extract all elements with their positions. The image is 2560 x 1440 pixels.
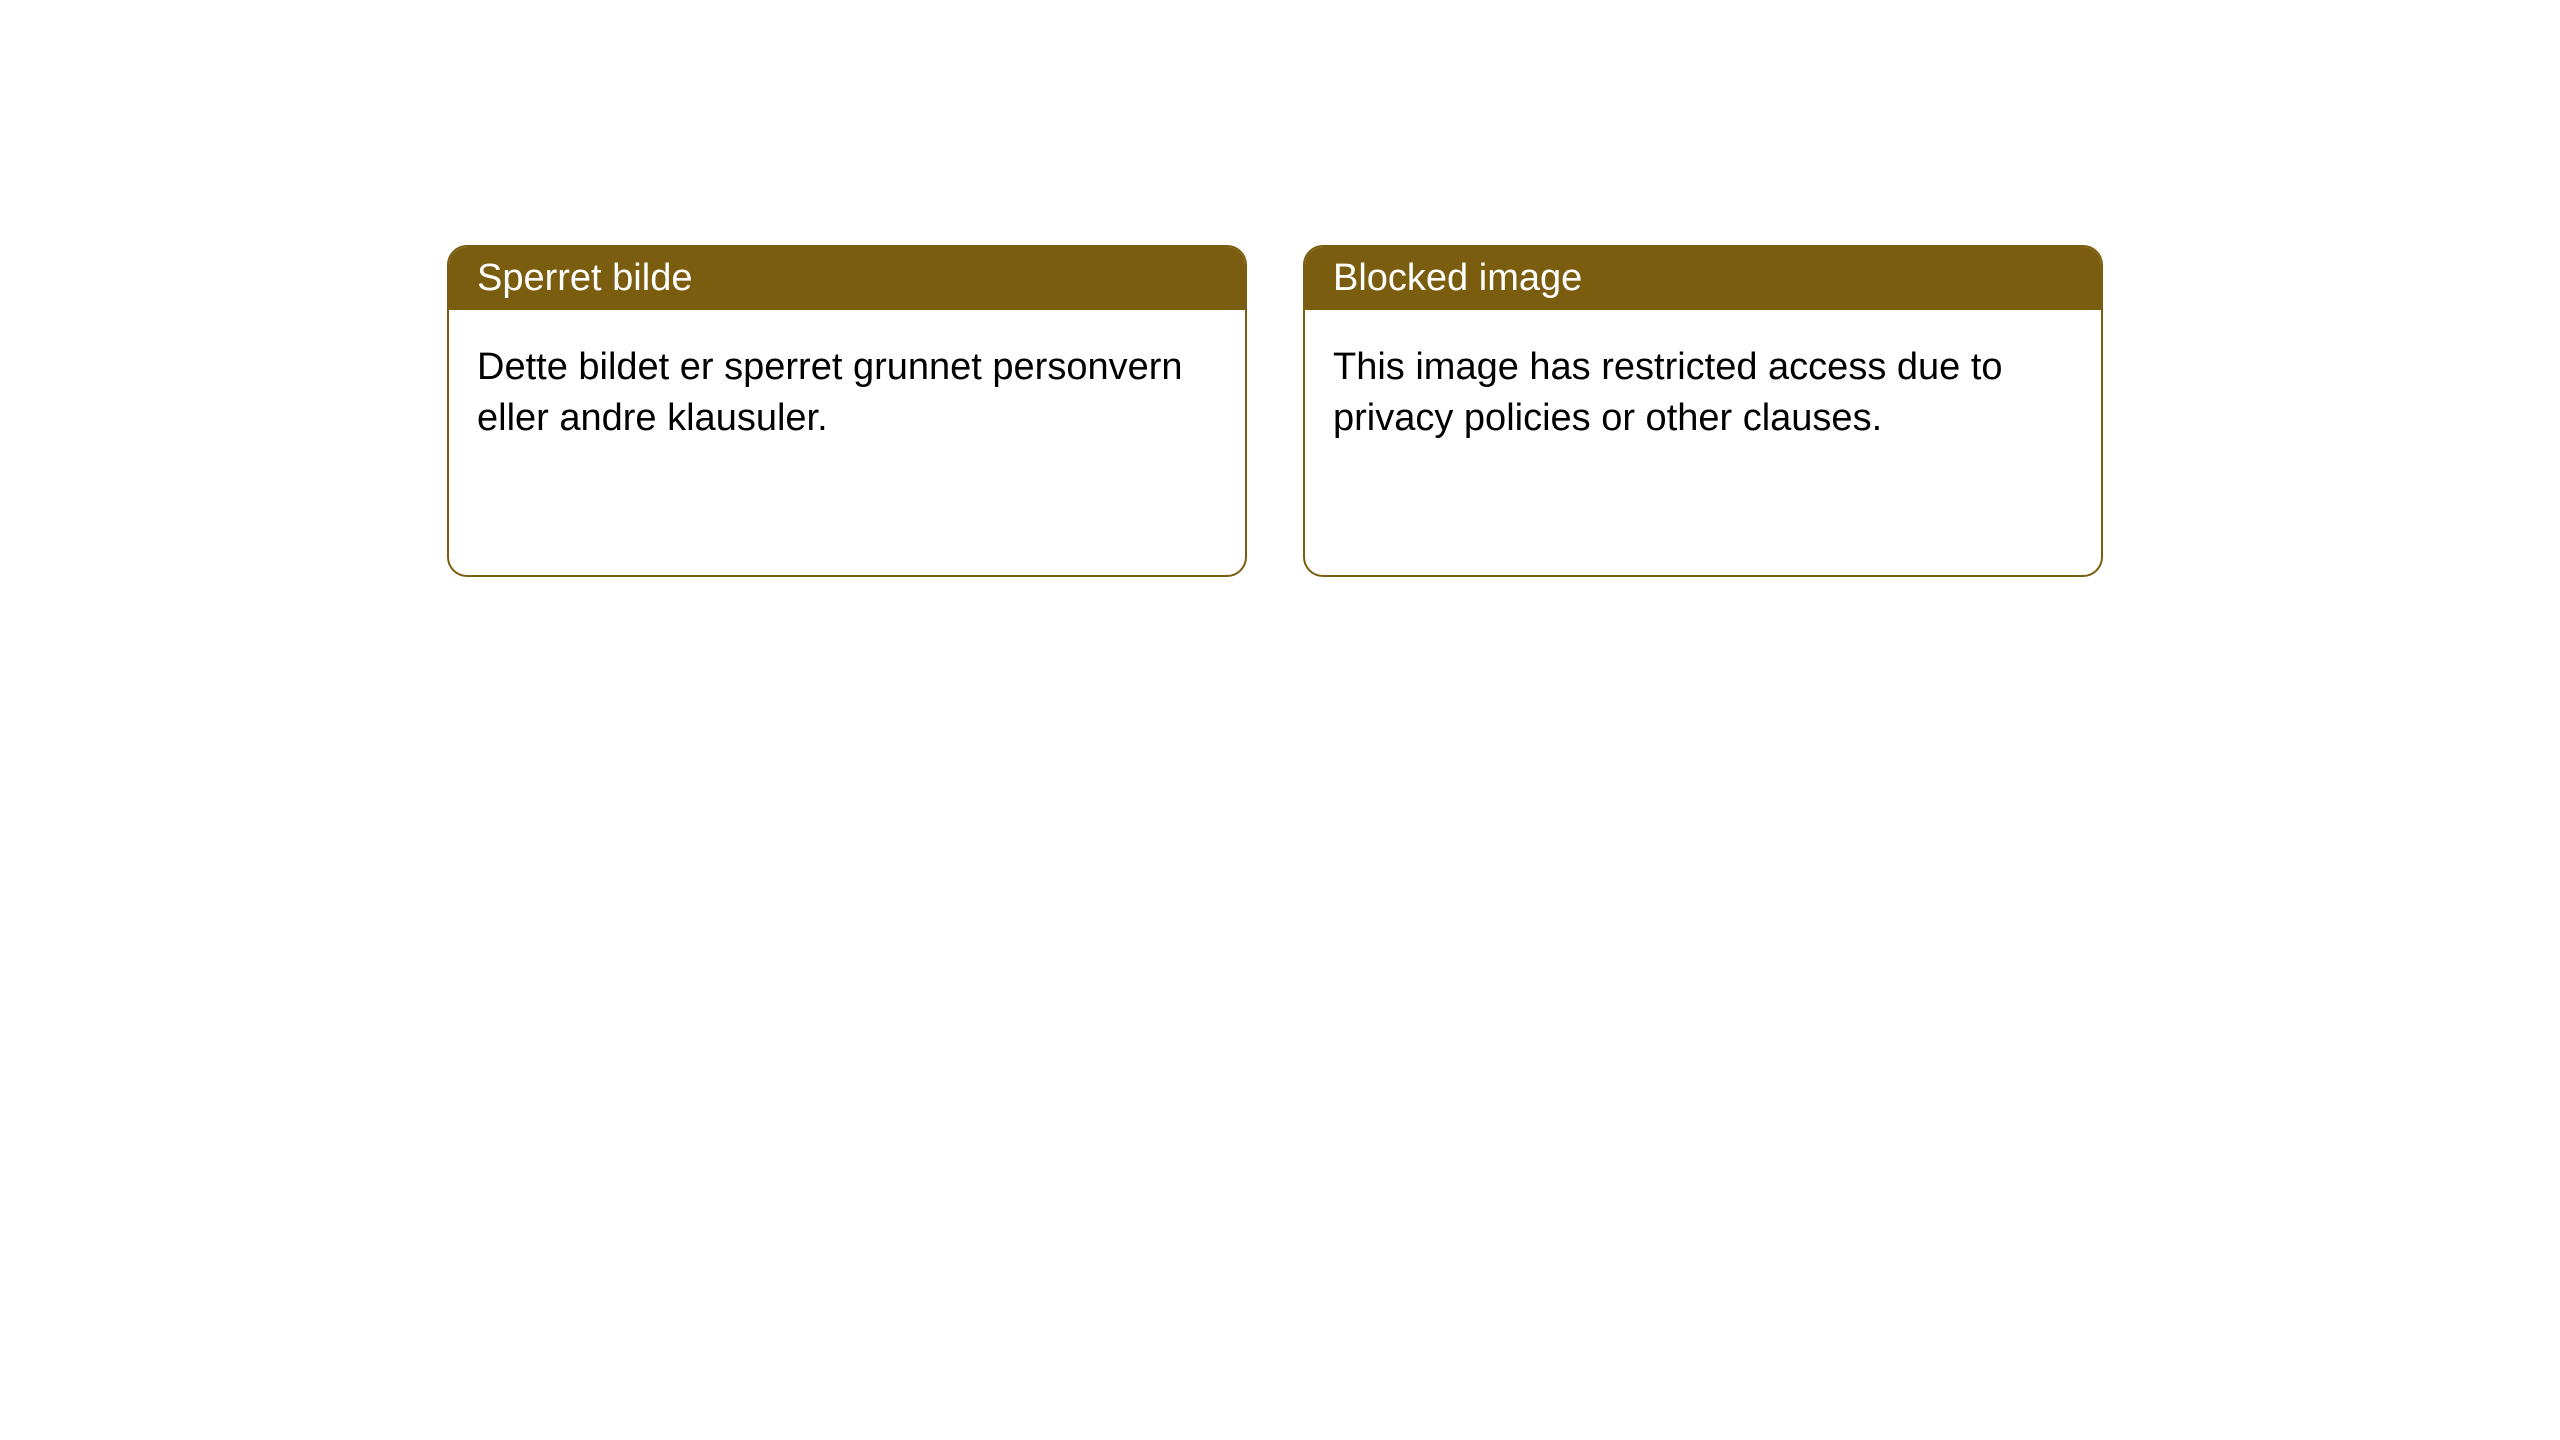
card-body-en: This image has restricted access due to … [1305,310,2101,477]
blocked-image-card-en: Blocked image This image has restricted … [1303,245,2103,577]
card-body-no: Dette bildet er sperret grunnet personve… [449,310,1245,477]
card-header-en: Blocked image [1305,247,2101,310]
blocked-image-card-no: Sperret bilde Dette bildet er sperret gr… [447,245,1247,577]
card-text-en: This image has restricted access due to … [1333,346,2003,439]
card-header-no: Sperret bilde [449,247,1245,310]
notice-container: Sperret bilde Dette bildet er sperret gr… [447,245,2103,577]
card-text-no: Dette bildet er sperret grunnet personve… [477,346,1183,439]
card-title-no: Sperret bilde [477,257,692,299]
card-title-en: Blocked image [1333,257,1582,299]
